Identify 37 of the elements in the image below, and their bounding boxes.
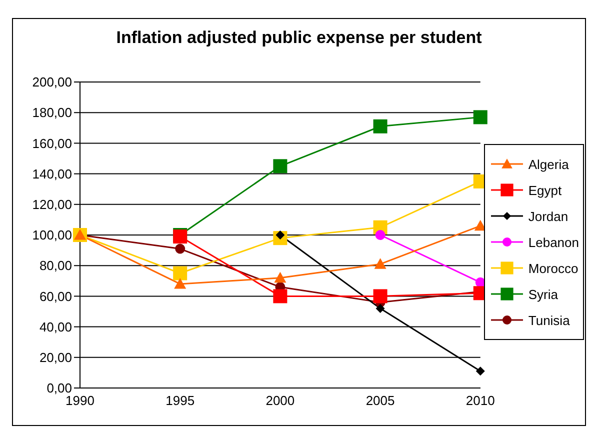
y-tick-label: 60,00 (39, 288, 72, 304)
point (473, 110, 488, 124)
point (173, 266, 188, 280)
point (373, 119, 388, 134)
point (174, 278, 186, 289)
point (373, 289, 388, 304)
legend-label: Egypt (528, 182, 562, 198)
point (375, 230, 386, 240)
x-tick-label: 2010 (466, 393, 495, 408)
y-tick-label: 0,00 (46, 380, 72, 396)
legend-label: Tunisia (528, 312, 570, 328)
y-tick-label: 120,00 (32, 197, 72, 212)
point (376, 304, 385, 313)
point (273, 159, 288, 174)
y-tick-label: 40,00 (39, 319, 72, 334)
x-tick-label: 2005 (366, 393, 395, 408)
y-tick-label: 20,00 (39, 350, 72, 366)
y-tick-label: 140,00 (32, 166, 72, 182)
legend-label: Lebanon (528, 234, 579, 250)
chart-title: Inflation adjusted public expense per student (115, 28, 483, 48)
x-tick-label: 1990 (66, 393, 94, 408)
point (374, 258, 386, 269)
y-tick-label: 200,00 (32, 74, 72, 90)
legend-label: Jordan (528, 208, 568, 224)
y-tick-label: 80,00 (39, 258, 72, 274)
y-tick-label: 100,00 (32, 228, 72, 243)
x-tick-label: 2000 (266, 393, 295, 408)
y-tick-label: 160,00 (32, 136, 72, 151)
legend-label: Morocco (528, 260, 578, 276)
legend-label: Algeria (528, 156, 569, 172)
point (175, 244, 186, 254)
y-tick-label: 180,00 (32, 105, 72, 120)
legend-label: Syria (528, 286, 558, 302)
point (476, 366, 485, 376)
point (273, 289, 288, 304)
point (274, 272, 286, 283)
x-tick-label: 1995 (166, 393, 195, 408)
